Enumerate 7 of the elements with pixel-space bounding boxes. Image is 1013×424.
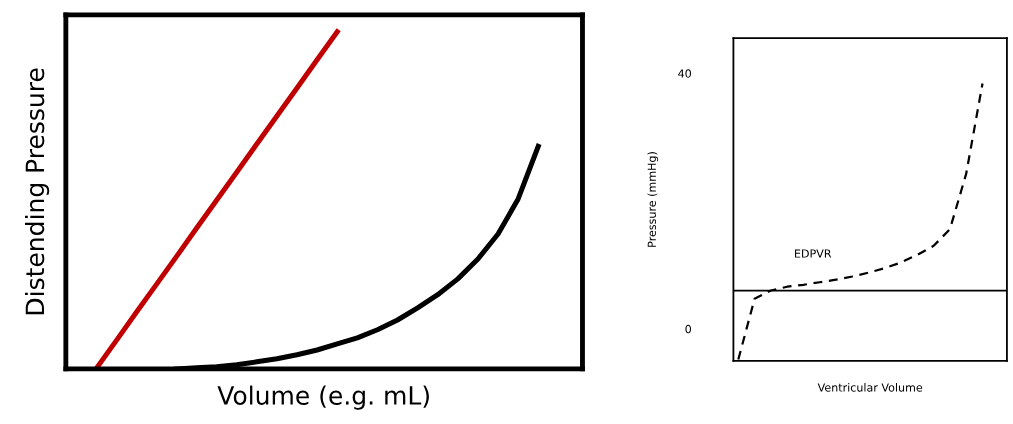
y-axis-title: Distending Pressure [24,68,50,315]
y-tick-label: 0 [685,324,692,334]
x-axis-title: Volume (e.g. mL) [217,385,429,410]
y-tick-label: 40 [678,69,692,78]
annotation: EDPVR [795,249,832,258]
x-axis-title: Ventricular Volume [817,383,923,392]
y-axis-title: Pressure (mmHg) [647,152,659,247]
